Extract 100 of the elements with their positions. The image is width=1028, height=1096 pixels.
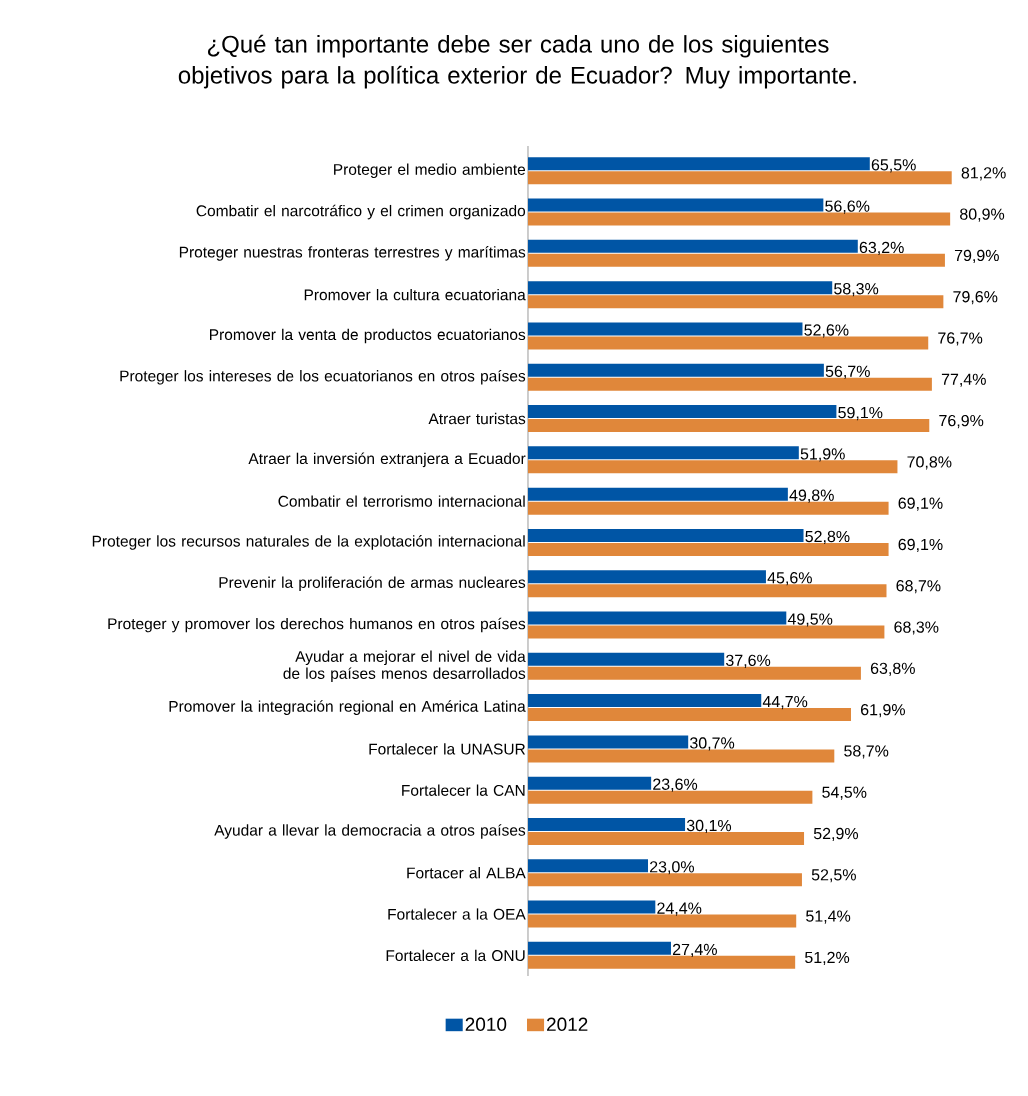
data-label: 44,7%	[762, 696, 808, 710]
bar	[527, 611, 787, 625]
bar	[527, 157, 870, 171]
y-tick-label: Ayudar a mejorar el nivel de vida de los países menos desarrollados	[283, 650, 526, 683]
bar	[527, 405, 837, 419]
bar	[527, 831, 805, 845]
bar	[527, 790, 813, 804]
bar	[527, 295, 944, 309]
bar	[527, 501, 889, 515]
legend-label: 2012	[547, 1017, 588, 1032]
data-label: 56,7%	[825, 365, 870, 379]
bar	[527, 281, 833, 295]
y-tick-label: Combatir el terrorismo internacional	[278, 495, 525, 507]
y-tick-label: Promover la cultura ecuatoriana	[304, 288, 526, 301]
data-label: 58,3%	[834, 283, 879, 297]
y-tick-label: Prevenir la proliferación de armas nucleares	[219, 576, 526, 592]
bar	[527, 542, 889, 556]
bar	[527, 253, 945, 267]
data-label: 49,8%	[789, 489, 834, 503]
bar	[527, 419, 930, 433]
data-label: 63,2%	[859, 241, 904, 255]
bar	[527, 776, 652, 790]
bar	[527, 570, 766, 584]
y-tick-label: Fortalecer la CAN	[402, 784, 525, 796]
bar	[527, 817, 686, 831]
data-label: 27,4%	[672, 943, 717, 957]
data-label: 51,9%	[800, 448, 845, 462]
y-tick-label: Fortalecer a la ONU	[386, 949, 525, 962]
bar	[527, 446, 799, 460]
data-label: 49,5%	[787, 613, 833, 627]
data-label: 77,4%	[941, 373, 986, 387]
data-label: 79,6%	[953, 291, 998, 305]
data-label: 63,8%	[870, 662, 915, 676]
data-label: 30,1%	[686, 819, 732, 834]
bar	[527, 363, 824, 377]
bar	[527, 900, 656, 914]
data-label: 52,5%	[811, 869, 856, 883]
bar	[527, 212, 951, 226]
bar	[527, 652, 725, 666]
y-tick-label: Promover la integración regional en América Latina	[169, 700, 526, 715]
data-label: 37,6%	[726, 654, 771, 668]
y-tick-label: Promover la venta de productos ecuatorianos	[210, 328, 526, 344]
y-tick-label: Atraer la inversión extranjera a Ecuador	[248, 452, 526, 468]
bar	[527, 322, 803, 336]
y-tick-label: Fortalecer a la OEA	[388, 908, 526, 920]
data-label: 68,3%	[894, 621, 939, 635]
data-label: 52,9%	[813, 827, 859, 842]
y-tick-label: Atraer turistas	[428, 412, 526, 425]
data-label: 30,7%	[690, 737, 735, 751]
data-label: 51,2%	[805, 951, 850, 965]
bar	[527, 584, 887, 598]
bar	[527, 708, 852, 722]
data-label: 81,2%	[961, 167, 1006, 181]
y-tick-label: Proteger el medio ambiente	[334, 163, 526, 179]
y-tick-label: Fortalecer la UNASUR	[369, 743, 526, 755]
data-label: 51,4%	[806, 910, 851, 924]
bar	[527, 914, 797, 928]
legend-label: 2010	[465, 1017, 507, 1032]
data-label: 69,1%	[898, 497, 943, 511]
y-tick-label: Proteger los intereses de los ecuatorianos en otros países	[120, 369, 526, 385]
bar	[527, 171, 952, 185]
data-label: 61,9%	[861, 703, 905, 718]
data-label: 65,5%	[871, 159, 916, 173]
data-label: 80,9%	[960, 208, 1005, 222]
bar	[527, 873, 802, 887]
bar	[527, 749, 835, 763]
data-label: 58,7%	[844, 745, 889, 759]
bar	[527, 955, 796, 969]
y-tick-label: Fortacer al ALBA	[407, 867, 526, 879]
data-label: 79,9%	[954, 249, 999, 263]
bar	[527, 198, 824, 212]
data-label: 45,6%	[767, 572, 812, 586]
y-tick-label: Proteger nuestras fronteras terrestres y marítimas	[179, 246, 526, 261]
data-label: 69,1%	[898, 538, 943, 553]
y-tick-label: Proteger los recursos naturales de la explotación internacional	[92, 535, 525, 550]
bar	[527, 239, 858, 253]
bar	[527, 694, 762, 708]
data-label: 56,6%	[825, 200, 870, 214]
data-label: 23,6%	[653, 778, 698, 792]
bar	[527, 735, 689, 749]
data-label: 76,7%	[938, 332, 983, 346]
data-label: 52,6%	[804, 324, 849, 338]
bar	[527, 666, 861, 680]
data-label: 23,0%	[650, 861, 695, 875]
data-label: 68,7%	[896, 580, 941, 594]
data-label: 54,5%	[822, 786, 867, 800]
y-tick-label: Ayudar a llevar la democracia a otros países	[214, 824, 526, 839]
data-label: 59,1%	[838, 406, 883, 421]
data-label: 24,4%	[657, 902, 702, 916]
y-tick-label: Combatir el narcotráfico y el crimen organizado	[196, 204, 526, 220]
data-label: 70,8%	[907, 456, 952, 470]
bar	[527, 487, 788, 501]
bar	[527, 528, 804, 542]
chart-title: ¿Qué tan importante debe ser cada uno de los siguientes objetivos para la política exterior de Ecuador? Muy importante.	[178, 34, 856, 89]
bar	[527, 336, 929, 350]
bar	[527, 377, 932, 391]
bar	[527, 859, 649, 873]
y-tick-label: Proteger y promover los derechos humanos en otros países	[108, 617, 526, 633]
data-label: 76,9%	[939, 414, 984, 429]
data-label: 52,8%	[805, 530, 850, 545]
